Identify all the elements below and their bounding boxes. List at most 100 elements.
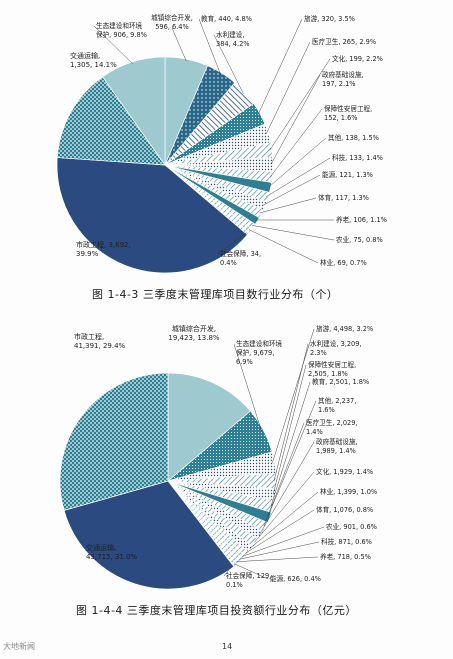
slice-label-line: 文化, 1,929, 1.4% <box>316 467 373 476</box>
slice-label-line: 城镇综合开发, <box>172 324 216 333</box>
leader-line <box>93 25 134 65</box>
slice-label: 养老, 718, 0.5% <box>320 552 371 561</box>
slice-label: 交通运输, 43,715, 31.0% <box>86 543 138 561</box>
slice-label: 水利建设, 384, 4.2% <box>216 30 250 48</box>
pie-slice <box>56 157 248 274</box>
leader-line <box>248 229 319 264</box>
slice-label: 科技, 133, 1.4% <box>332 153 383 162</box>
leader-line <box>268 137 327 188</box>
slice-label-line: 0.1% <box>226 581 243 589</box>
slice-label-line: 林业, 69, 0.7% <box>320 258 367 267</box>
figure-caption-2: 图 1-4-4 三季度末管理库项目投资额行业分布（亿元） <box>76 604 357 617</box>
slice-label: 教育, 440, 4.8% <box>201 14 252 23</box>
leader-line <box>263 422 305 527</box>
slice-label-line: 43,715, 31.0% <box>86 553 138 561</box>
slice-label: 交通运输, 1,305, 14.1% <box>70 51 117 69</box>
slice-label: 城镇综合开发, 19,423, 13.8% <box>168 324 220 342</box>
slice-label: 养老, 106, 1.1% <box>336 215 387 224</box>
leader-line <box>198 18 222 75</box>
slice-label: 科技, 871, 0.6% <box>321 537 372 546</box>
slice-label-line: 保障性安居工程, <box>308 360 356 369</box>
slice-label: 医疗卫生, 265, 2.9% <box>312 37 376 46</box>
pie-slice <box>59 372 169 511</box>
watermark-text: 大地新闻 <box>3 642 35 651</box>
slice-label-line: 政府基础设施, <box>316 437 358 446</box>
slice-label: 旅游, 4,498, 3.2% <box>316 324 373 333</box>
leader-line <box>239 541 320 560</box>
leader-line <box>269 58 331 151</box>
pie-slice <box>102 56 166 167</box>
slice-label: 市政工程, 3,692, 39.9% <box>76 240 131 258</box>
slice-label: 林业, 1,399, 1.0% <box>320 487 377 496</box>
slice-label: 林业, 69, 0.7% <box>320 258 367 267</box>
slice-label-line: 1.6% <box>318 406 335 414</box>
leader-line <box>266 41 311 134</box>
slice-label: 生态建设和环境保护, 906, 9.8% <box>96 21 147 39</box>
slice-label-line: 保护, 906, 9.8% <box>96 30 147 39</box>
slice-label-line: 旅游, 320, 3.5% <box>304 14 355 23</box>
slice-label-line: 科技, 133, 1.4% <box>332 153 383 162</box>
slice-label-line: 市政工程, <box>74 332 104 341</box>
slice-label-line: 152, 1.6% <box>324 114 358 122</box>
slice-label: 文化, 1,929, 1.4% <box>316 467 373 476</box>
leader-line <box>223 564 234 577</box>
slice-label-line: 水利建设, 3,209, <box>310 339 362 348</box>
leader-line <box>217 232 247 255</box>
slice-label-line: 0.4% <box>220 259 237 267</box>
slice-label: 水利建设, 3,209, 2.3% <box>310 339 362 357</box>
slice-label-line: 能源, 626, 0.4% <box>270 574 321 583</box>
leader-line <box>259 441 315 535</box>
slice-label-line: 体育, 117, 1.3% <box>318 193 369 202</box>
slice-label-line: 交通运输, <box>70 51 100 60</box>
slice-label: 医疗卫生, 2,029, 1.4% <box>306 418 358 436</box>
slice-label: 教育, 2,501, 1.8% <box>312 377 369 386</box>
slice-label-line: 1.4% <box>306 428 323 436</box>
leader-line <box>252 225 335 241</box>
pie-slice <box>56 76 166 166</box>
leader-line <box>266 157 331 197</box>
pie-slice <box>63 480 235 590</box>
leader-line <box>267 400 317 517</box>
slice-label-line: 医疗卫生, 265, 2.9% <box>312 37 376 46</box>
slice-label-line: 2.3% <box>310 349 327 357</box>
leader-line <box>270 74 321 165</box>
figure-caption-1: 图 1-4-3 三季度末管理库项目数行业分布（个） <box>92 288 339 301</box>
leader-line <box>254 471 315 543</box>
slice-label-line: 39.9% <box>76 250 99 258</box>
pie-chart-project-count: 城镇综合开发, 596, 6.4% 教育, 440, 4.8% 水利建设, 384, 4… <box>56 13 387 274</box>
slice-label-line: 旅游, 4,498, 3.2% <box>316 324 373 333</box>
slice-label-line: 社会保障, 34, <box>220 249 261 258</box>
slice-label-line: 2,505, 1.8% <box>308 370 348 378</box>
slice-label: 城镇综合开发, 596, 6.4% <box>151 13 193 31</box>
slice-label: 市政工程, 41,391, 29.4% <box>74 332 126 350</box>
page-number: 14 <box>222 642 233 651</box>
slice-label: 文化, 199, 2.2% <box>332 54 383 63</box>
slice-label-line: 1,989, 1.4% <box>316 447 356 455</box>
slice-label-line: 农业, 901, 0.6% <box>326 522 377 531</box>
leader-line <box>259 197 317 214</box>
slice-label-line: 能源, 121, 1.3% <box>322 170 373 179</box>
slice-label-line: 1,305, 14.1% <box>70 61 117 69</box>
slice-label-line: 政府基础设施, <box>322 70 364 79</box>
slice-label: 生态建设和环境保护, 9,679, 6.9% <box>236 339 283 366</box>
slice-label: 保障性安居工程, 2,505, 1.8% <box>308 360 356 378</box>
slice-label-line: 城镇综合开发, <box>151 13 193 22</box>
leader-line <box>233 343 262 432</box>
slice-label-line: 水利建设, <box>216 30 244 39</box>
slice-label-line: 384, 4.2% <box>216 40 250 48</box>
slice-label-line: 教育, 440, 4.8% <box>201 14 252 23</box>
slice-label-line: 体育, 1,076, 0.8% <box>316 505 373 514</box>
slice-label: 其他, 2,237, 1.6% <box>318 396 356 414</box>
slice-label-line: 养老, 106, 1.1% <box>336 215 387 224</box>
slice-label-line: 保障性安居工程, <box>324 104 372 113</box>
leader-line <box>249 491 319 549</box>
slice-label-line: 医疗卫生, 2,029, <box>306 418 358 427</box>
slice-label: 政府基础设施, 1,989, 1.4% <box>316 437 358 455</box>
leader-line <box>213 34 244 94</box>
slice-label: 能源, 121, 1.3% <box>322 170 373 179</box>
leader-line <box>272 328 315 463</box>
leader-line <box>171 27 187 62</box>
slice-label-line: 596, 6.4% <box>155 23 189 31</box>
slice-label: 其他, 138, 1.5% <box>328 133 379 142</box>
slice-label-line: 其他, 2,237, <box>318 396 356 405</box>
